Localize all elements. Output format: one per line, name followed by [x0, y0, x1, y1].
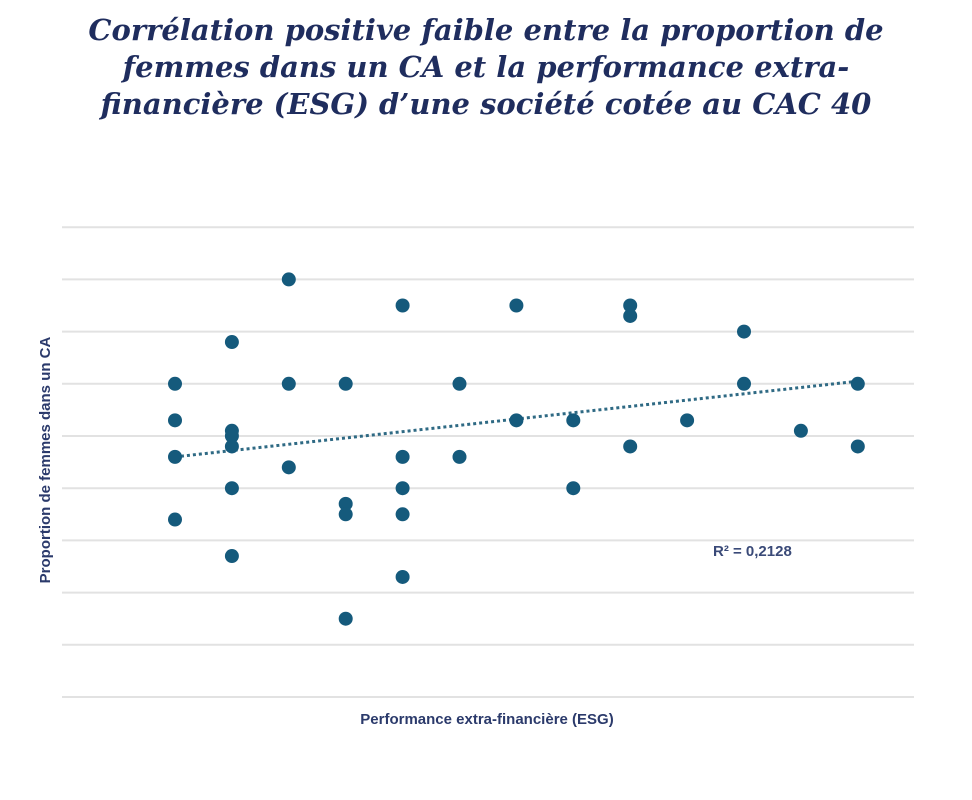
- data-point: [168, 449, 182, 464]
- data-point: [737, 376, 751, 391]
- data-point: [566, 481, 581, 496]
- data-point: [452, 376, 467, 391]
- data-point: [338, 507, 353, 522]
- data-point: [395, 507, 410, 522]
- data-point: [737, 324, 751, 339]
- data-point: [338, 496, 353, 511]
- r-squared-annotation: R² = 0,2128: [713, 543, 792, 560]
- data-point: [281, 460, 296, 475]
- data-point: [509, 413, 524, 428]
- data-point: [850, 439, 865, 454]
- chart-title-line: financière (ESG) d’une société cotée au …: [100, 87, 872, 121]
- data-point: [395, 298, 410, 313]
- data-point: [395, 449, 410, 464]
- data-point: [793, 423, 808, 438]
- data-point: [395, 569, 410, 584]
- chart-title: Corrélation positive faible entre la pro…: [0, 12, 972, 123]
- data-point: [623, 439, 638, 454]
- data-point: [224, 429, 239, 443]
- data-point: [168, 512, 182, 527]
- data-point: [452, 449, 467, 464]
- data-point: [680, 413, 695, 428]
- data-point: [623, 308, 638, 323]
- data-point: [168, 376, 182, 391]
- x-axis-label: Performance extra-financière (ESG): [360, 711, 613, 728]
- data-point: [338, 611, 353, 626]
- data-point: [224, 481, 239, 496]
- data-point: [395, 481, 410, 496]
- data-point: [224, 439, 239, 454]
- data-point: [168, 413, 182, 428]
- data-point: [338, 376, 353, 391]
- data-point: [623, 298, 638, 313]
- data-point: [509, 298, 524, 313]
- data-point: [281, 272, 296, 287]
- data-point: [566, 413, 581, 428]
- data-point: [224, 549, 239, 564]
- chart-title-line: femmes dans un CA et la performance extr…: [122, 50, 850, 84]
- data-point: [850, 376, 865, 391]
- data-point: [281, 376, 296, 391]
- chart-title-line: Corrélation positive faible entre la pro…: [88, 13, 884, 47]
- data-point: [224, 335, 239, 350]
- y-axis-label: Proportion de femmes dans un CA: [37, 336, 54, 583]
